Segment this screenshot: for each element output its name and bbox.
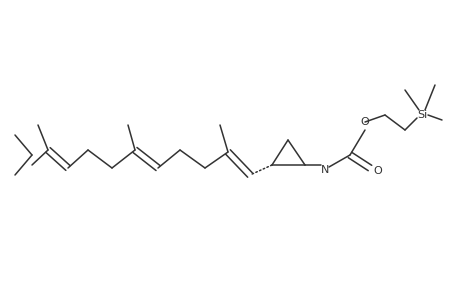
Text: O: O: [360, 117, 369, 127]
Text: O: O: [373, 166, 381, 176]
Text: N: N: [320, 165, 329, 175]
Text: Si: Si: [416, 110, 426, 120]
